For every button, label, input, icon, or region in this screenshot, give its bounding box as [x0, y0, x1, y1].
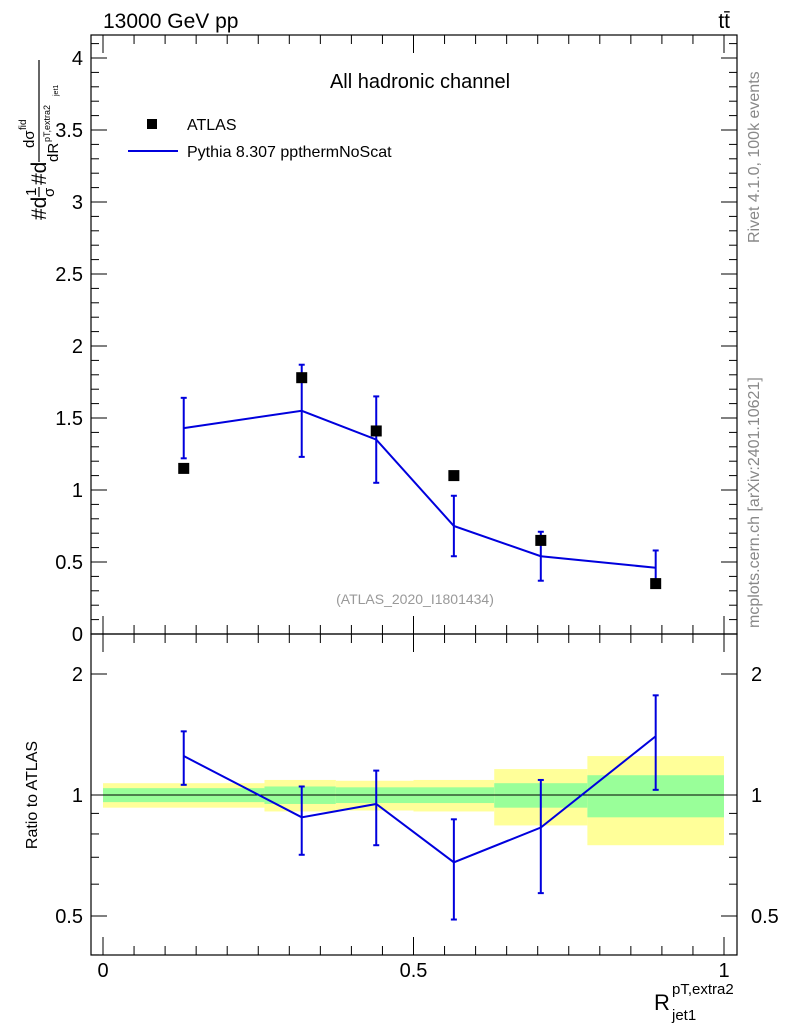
atlas-data-point — [448, 470, 460, 482]
x-axis-label-sub: jet1 — [671, 1007, 696, 1024]
ratio-ytick-label-right: 0.5 — [751, 906, 779, 928]
main-ytick-label: 1 — [72, 480, 83, 502]
svg-text:σ: σ — [41, 187, 58, 197]
main-axes: 0 0.5 1 1.5 2 2.5 3 3.5 4 — [55, 34, 738, 646]
chart-title: All hadronic channel — [330, 71, 510, 93]
ratio-xtick-label: 0.5 — [400, 960, 428, 982]
main-ytick-label: 2 — [72, 336, 83, 358]
svg-text:#d: #d — [28, 162, 51, 185]
svg-text:dσ: dσ — [21, 130, 38, 148]
main-ytick-label: 3 — [72, 192, 83, 214]
atlas-data-point — [535, 534, 547, 546]
ratio-xtick-label: 0 — [97, 960, 108, 982]
atlas-data-point — [370, 425, 382, 437]
svg-text:1: 1 — [23, 188, 40, 196]
main-ytick-label: 1.5 — [55, 408, 83, 430]
ratio-ytick-label-right: 2 — [751, 664, 762, 686]
main-marks — [178, 363, 662, 590]
energy-label: 13000 GeV pp — [103, 10, 238, 33]
main-ytick-label: 2.5 — [55, 264, 83, 286]
ratio-ytick-label: 1 — [72, 785, 83, 807]
rivet-label: Rivet 4.1.0, 100k events — [746, 71, 763, 243]
legend-label-mc: Pythia 8.307 ppthermNoScat — [187, 144, 392, 161]
atlas-data-point — [296, 372, 308, 384]
ratio-ytick-label: 0.5 — [55, 906, 83, 928]
svg-text:jet1: jet1 — [53, 85, 60, 97]
ratio-axes: 0 0.5 1 0.5 0.5 1 1 2 2 — [55, 633, 779, 982]
main-ylabel-graphic: #d 1 σ #d dσ fid dR pT,extra2 jet1 — [18, 60, 62, 220]
main-ytick-label: 3.5 — [55, 120, 83, 142]
legend-marker-atlas — [147, 119, 157, 129]
svg-text:pT,extra2: pT,extra2 — [42, 105, 52, 142]
mcplots-label: mcplots.cern.ch [arXiv:2401.10621] — [746, 377, 763, 628]
svg-text:fid: fid — [18, 119, 29, 130]
ratio-ylabel: Ratio to ATLAS — [24, 741, 41, 849]
svg-text:dR: dR — [45, 143, 62, 162]
ratio-ytick-label-right: 1 — [751, 785, 762, 807]
ratio-ytick-label: 2 — [72, 664, 83, 686]
atlas-data-point — [178, 462, 190, 474]
main-ytick-label: 0.5 — [55, 552, 83, 574]
ratio-xtick-label: 1 — [718, 960, 729, 982]
svg-text:#d: #d — [28, 197, 51, 220]
ratio-line — [183, 735, 657, 864]
atlas-data-point — [650, 578, 662, 590]
main-ytick-label: 0 — [72, 624, 83, 646]
x-axis-label-sup: pT,extra2 — [672, 981, 734, 998]
legend-label-atlas: ATLAS — [187, 117, 237, 134]
ratio-marks — [180, 694, 659, 921]
main-ytick-label: 4 — [72, 48, 83, 70]
x-axis-label: R — [654, 990, 670, 1015]
mc-line — [183, 409, 656, 569]
process-label: tt̄ — [718, 10, 730, 33]
analysis-label: (ATLAS_2020_I1801434) — [336, 591, 494, 607]
